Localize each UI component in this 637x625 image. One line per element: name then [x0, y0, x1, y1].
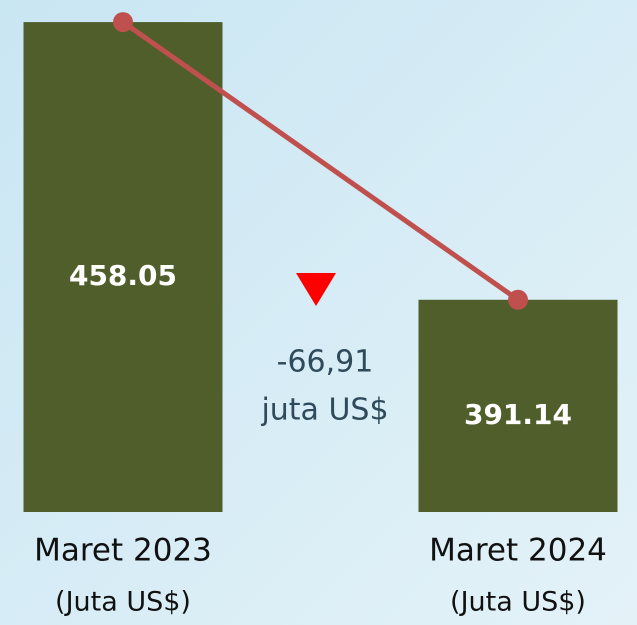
bar	[23, 22, 223, 513]
category-unit: (Juta US$)	[55, 587, 191, 618]
trend-point	[113, 12, 133, 33]
category-unit: (Juta US$)	[450, 587, 586, 618]
annotation: -66,91	[277, 345, 374, 380]
category-label: Maret 2024	[429, 533, 607, 569]
annotation: juta US$	[260, 393, 388, 428]
category-label: Maret 2023	[34, 533, 212, 569]
down-marker	[296, 273, 336, 306]
value-label: 391.14	[464, 398, 572, 431]
bar	[418, 299, 618, 512]
trend-line	[121, 20, 520, 302]
value-label: 458.05	[69, 259, 177, 292]
trend-point	[508, 289, 528, 310]
